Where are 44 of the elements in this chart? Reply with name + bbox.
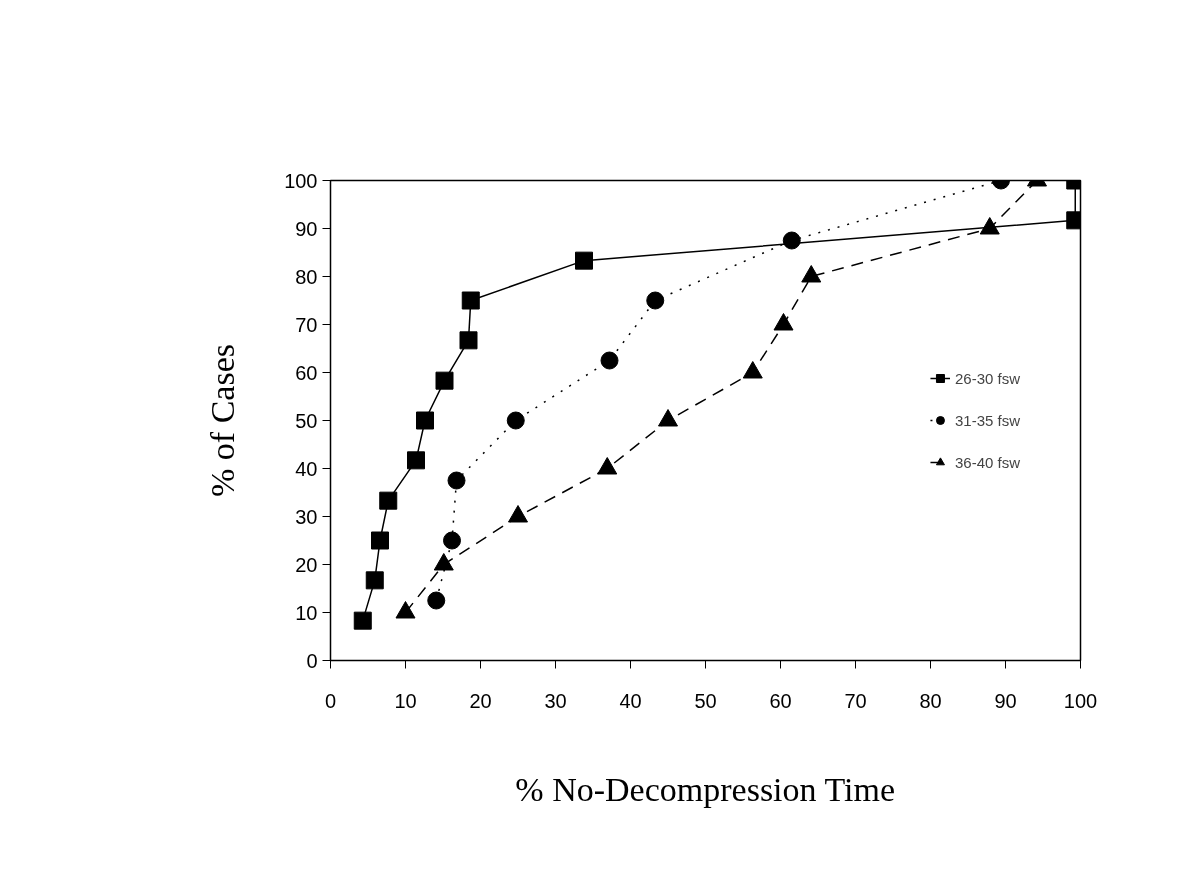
point: [600, 351, 619, 370]
x-tick-label: 40: [619, 689, 642, 712]
y-axis-title: % of Cases: [204, 344, 242, 497]
y-tick-label: 80: [295, 265, 318, 288]
y-tick-label: 60: [295, 361, 318, 384]
y-tick-label: 30: [295, 505, 318, 528]
point: [461, 291, 480, 310]
point: [379, 491, 398, 510]
x-tick-label: 30: [544, 689, 567, 712]
point: [371, 531, 389, 550]
x-tick-label: 70: [844, 689, 867, 712]
point: [416, 411, 434, 430]
point: [459, 331, 478, 350]
x-tick-label: 90: [994, 689, 1017, 712]
x-tick-label: 80: [919, 689, 942, 712]
y-tick-label: 100: [284, 169, 318, 192]
y-tick-label: 10: [295, 601, 318, 624]
x-tick-label: 0: [324, 689, 337, 712]
y-tick-label: 90: [295, 217, 318, 240]
x-tick-label: 10: [394, 689, 417, 712]
y-tick-label: 20: [295, 553, 318, 576]
legend-label: 26-30 fsw: [954, 369, 1020, 387]
y-tick-label: 0: [306, 649, 318, 672]
x-tick-label: 20: [469, 689, 492, 712]
legend-label: 36-40 fsw: [954, 453, 1020, 471]
point: [427, 591, 446, 610]
point: [506, 411, 525, 430]
point: [646, 291, 665, 310]
point: [435, 371, 454, 390]
point: [447, 471, 466, 490]
x-tick-label: 100: [1063, 689, 1098, 712]
point: [443, 531, 461, 550]
point: [782, 231, 801, 250]
y-tick-label: 40: [295, 457, 318, 480]
point: [407, 451, 425, 470]
y-tick-label: 70: [295, 313, 318, 336]
x-tick-label: 50: [694, 689, 717, 712]
point: [365, 571, 384, 590]
point: [353, 611, 372, 630]
legend-label: 31-35 fsw: [954, 411, 1020, 429]
y-tick-label: 50: [295, 409, 318, 432]
x-tick-label: 60: [769, 689, 792, 712]
point: [575, 251, 593, 270]
x-axis-title: % No-Decompression Time: [515, 770, 896, 808]
